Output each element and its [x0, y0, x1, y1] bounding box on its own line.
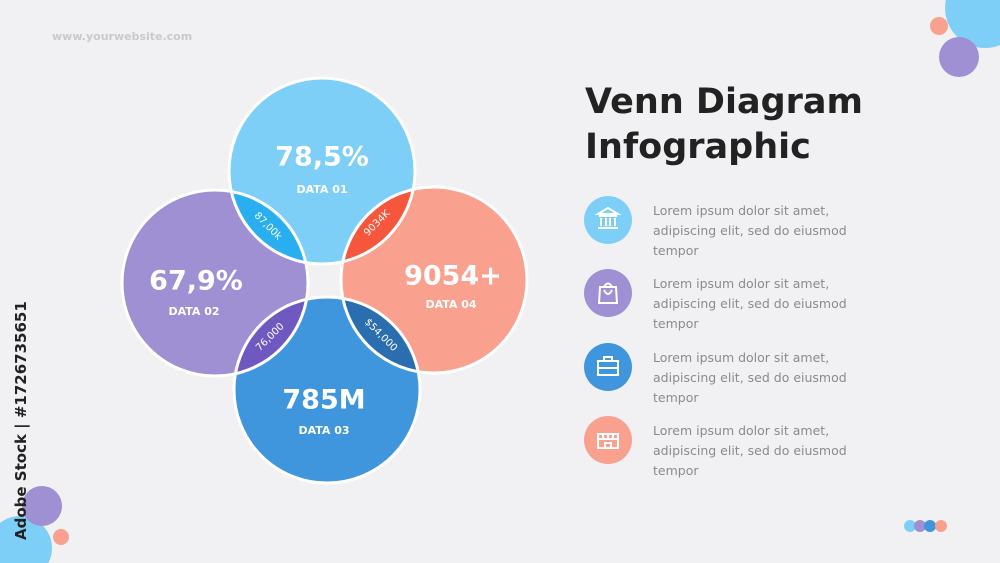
set-label: DATA 02 [168, 305, 219, 318]
outlines [120, 76, 529, 485]
set-label: DATA 04 [425, 298, 476, 311]
website: www.yourwebsite.com [52, 30, 193, 43]
icon [584, 343, 632, 391]
set-value: 78,5% [275, 142, 369, 173]
item-text: Lorem ipsum dolor sit amet, adipiscing e… [653, 423, 847, 478]
lens [341, 297, 420, 373]
page-dot [935, 520, 947, 532]
deco [930, 17, 948, 35]
lens [229, 190, 308, 264]
set-value: 9054+ [404, 261, 502, 292]
watermark: Adobe Stock | #1726735651 [12, 301, 30, 540]
title: Venn Diagram Infographic [585, 82, 864, 167]
icon [584, 269, 632, 317]
set-label: DATA 01 [296, 183, 347, 196]
page-dot [924, 520, 936, 532]
item-text: Lorem ipsum dolor sit amet, adipiscing e… [653, 203, 847, 258]
set-value: 785M [282, 385, 365, 416]
item-text: Lorem ipsum dolor sit amet, adipiscing e… [653, 350, 847, 405]
page-dot [914, 520, 926, 532]
lens [234, 297, 308, 376]
lens [341, 187, 415, 264]
set-label: DATA 03 [298, 424, 349, 437]
deco [945, 0, 1000, 48]
icon [584, 196, 632, 244]
deco [939, 37, 979, 77]
deco [0, 516, 52, 563]
page-dot [904, 520, 916, 532]
icon [584, 416, 632, 464]
deco [22, 486, 62, 526]
set-value: 67,9% [149, 266, 243, 297]
deco [53, 529, 69, 545]
item-text: Lorem ipsum dolor sit amet, adipiscing e… [653, 276, 847, 331]
